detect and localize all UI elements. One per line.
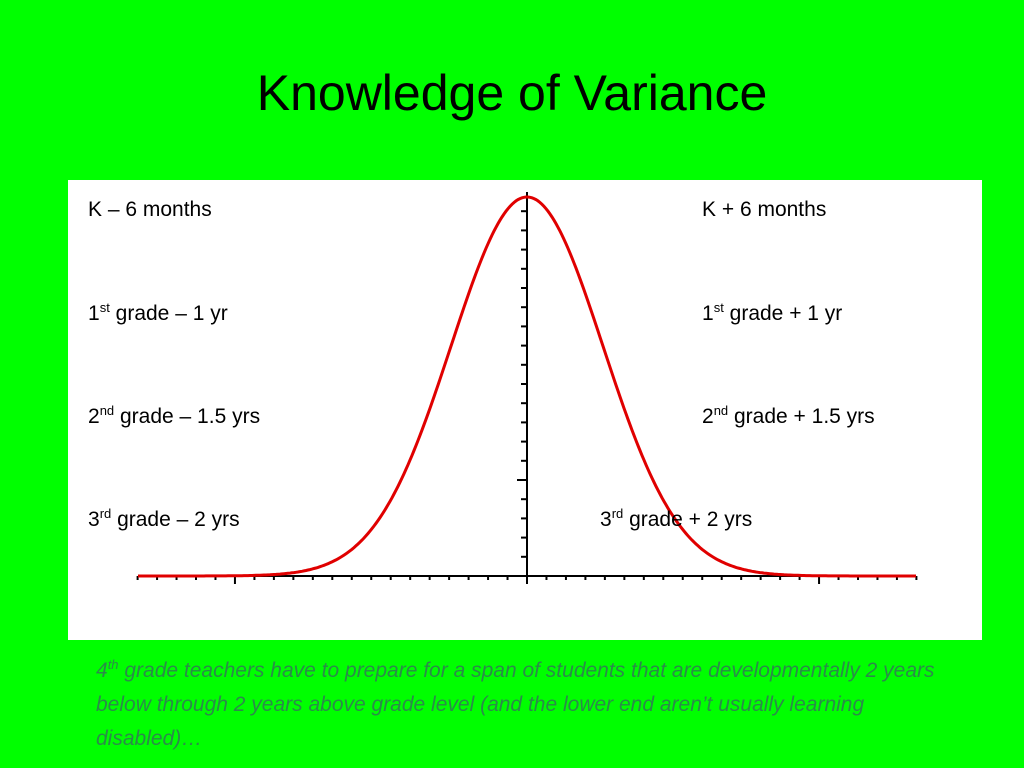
right-label: 3rd grade + 2 yrs — [600, 506, 752, 532]
left-label: 2nd grade – 1.5 yrs — [88, 403, 260, 429]
label-text: grade + 2 yrs — [623, 508, 753, 531]
bell-curve — [138, 195, 916, 578]
left-label: K – 6 months — [88, 198, 212, 222]
superscript: nd — [99, 403, 115, 418]
label-text: grade teachers have to prepare for a spa… — [96, 659, 935, 750]
label-text: K – 6 months — [88, 198, 212, 221]
slide-title: Knowledge of Variance — [256, 65, 768, 121]
label-text: 3 — [88, 508, 100, 531]
right-label: 1st grade + 1 yr — [702, 300, 842, 326]
superscript: rd — [611, 506, 624, 521]
label-text: 2 — [702, 405, 714, 428]
label-text: grade – 2 yrs — [111, 508, 240, 531]
superscript: nd — [713, 403, 729, 418]
left-label: 3rd grade – 2 yrs — [88, 506, 240, 532]
right-label: K + 6 months — [702, 198, 826, 222]
label-text: 1 — [702, 302, 714, 325]
label-text: 3 — [600, 508, 612, 531]
label-text: 1 — [88, 302, 100, 325]
label-text: grade + 1 yr — [723, 302, 843, 325]
superscript: th — [107, 657, 119, 672]
superscript: rd — [99, 506, 112, 521]
label-text: 4 — [96, 659, 108, 682]
caption: 4th grade teachers have to prepare for a… — [96, 648, 976, 756]
superscript: st — [99, 300, 110, 315]
label-text: grade + 1.5 yrs — [728, 405, 875, 428]
superscript: st — [713, 300, 724, 315]
left-label: 1st grade – 1 yr — [88, 300, 228, 326]
figure-panel — [68, 180, 982, 640]
label-text: grade – 1 yr — [109, 302, 228, 325]
label-text: 2 — [88, 405, 100, 428]
right-label: 2nd grade + 1.5 yrs — [702, 403, 875, 429]
label-text: K + 6 months — [702, 198, 827, 221]
label-text: grade – 1.5 yrs — [114, 405, 261, 428]
